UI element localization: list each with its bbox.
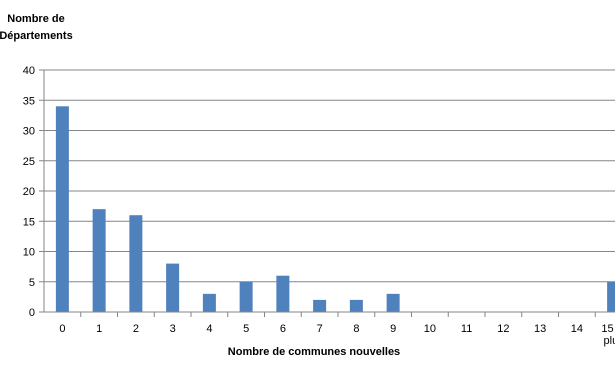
x-tick-label-line: 6 [280, 323, 286, 335]
y-tick-label: 20 [23, 186, 35, 198]
x-tick-label: 3 [170, 323, 176, 335]
x-tick-label-line: 3 [170, 323, 176, 335]
bar [166, 263, 180, 312]
bar [313, 299, 327, 312]
x-tick-label: 5 [243, 323, 249, 335]
x-axis-title: Nombre de communes nouvelles [228, 346, 400, 358]
x-tick-label-line: 1 [96, 323, 102, 335]
gridlines [39, 69, 615, 313]
y-tick-label: 25 [23, 156, 35, 168]
bar [129, 215, 143, 312]
y-axis-title-line-1: Nombre de [7, 13, 64, 25]
x-tick-label-line: 9 [390, 323, 396, 335]
x-tick-label-line: 7 [317, 323, 323, 335]
x-tick-label: 8 [353, 323, 359, 335]
y-axis-title-line-2: Départements [0, 30, 73, 42]
x-tick-label: 13 [534, 323, 546, 335]
bar [55, 106, 69, 312]
x-tick-label: 12 [497, 323, 509, 335]
x-tick-label-line: 5 [243, 323, 249, 335]
y-tick-label: 15 [23, 216, 35, 228]
bar [607, 281, 615, 312]
y-tick-label: 35 [23, 95, 35, 107]
x-tick-label-line: 14 [571, 323, 583, 335]
bar [349, 299, 363, 312]
x-tick-label-line: 15 et [601, 323, 615, 335]
x-tick-label: 2 [133, 323, 139, 335]
axes [43, 70, 615, 317]
y-tick-labels: 0 5 10 15 20 25 30 35 40 [23, 65, 35, 319]
y-tick-label: 0 [29, 307, 35, 319]
y-tick-label: 5 [29, 277, 35, 289]
x-tick-label-line: 12 [497, 323, 509, 335]
x-tick-label-line: plus [604, 335, 615, 347]
bar [386, 293, 400, 312]
y-axis-title: Nombre de Départements [0, 13, 73, 42]
bar [239, 281, 253, 312]
x-tick-label-line: 0 [59, 323, 65, 335]
x-tick-label-line: 11 [461, 323, 472, 335]
y-tick-label: 40 [23, 65, 35, 77]
bar [202, 293, 216, 312]
x-tick-label: 11 [461, 323, 472, 335]
x-tick-label: 10 [424, 323, 436, 335]
x-tick-label-line: 4 [206, 323, 212, 335]
x-tick-label-line: 8 [353, 323, 359, 335]
bar [92, 209, 106, 312]
x-tick-label: 0 [59, 323, 65, 335]
x-tick-label: 7 [317, 323, 323, 335]
x-tick-label: 14 [571, 323, 583, 335]
x-tick-label-line: 2 [133, 323, 139, 335]
x-tick-label: 6 [280, 323, 286, 335]
x-tick-label-line: 10 [424, 323, 436, 335]
y-tick-label: 30 [23, 126, 35, 138]
bar [276, 275, 290, 312]
x-tick-label-line: 13 [534, 323, 546, 335]
x-tick-label: 15 etplus [601, 323, 615, 347]
x-tick-label: 1 [96, 323, 102, 335]
x-tick-label: 9 [390, 323, 396, 335]
bars [55, 106, 615, 312]
x-tick-label: 4 [206, 323, 212, 335]
y-tick-label: 10 [23, 247, 35, 259]
